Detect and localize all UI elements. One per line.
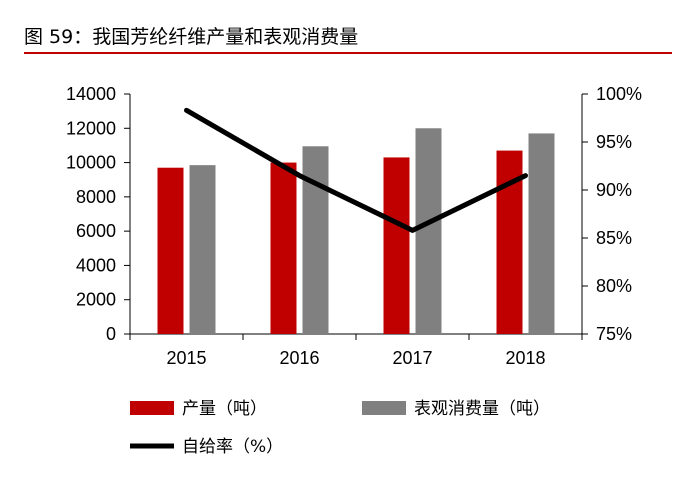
y-left-tick-label: 0: [106, 324, 116, 344]
x-tick-label: 2016: [279, 348, 319, 368]
bar-consumption: [302, 146, 329, 334]
bar-consumption: [528, 133, 555, 334]
chart-legend: 产量（吨） 表观消费量（吨） 自给率（%）: [130, 399, 550, 457]
y-right-tick-label: 75%: [596, 324, 632, 344]
y-right-tick-label: 85%: [596, 228, 632, 248]
y-left-tick-label: 8000: [76, 187, 116, 207]
bar-production: [270, 162, 297, 334]
y-left-tick-label: 12000: [66, 118, 116, 138]
y-right-tick-label: 80%: [596, 276, 632, 296]
y-left-tick-label: 14000: [66, 84, 116, 104]
bar-consumption: [415, 128, 442, 334]
chart-axes: 0 2000 4000 6000 8000 10000 12000 14000 75% 80% 85…: [66, 84, 642, 368]
legend-label: 自给率（%）: [182, 437, 283, 457]
legend-label: 产量（吨）: [182, 399, 267, 419]
y-left-tick-label: 6000: [76, 221, 116, 241]
legend-swatch: [130, 401, 174, 415]
y-left-tick-label: 2000: [76, 290, 116, 310]
y-right-tick-label: 95%: [596, 132, 632, 152]
y-right-tick-label: 90%: [596, 180, 632, 200]
bar-production: [157, 167, 184, 334]
bar-production: [383, 157, 410, 334]
line-group: [184, 107, 528, 233]
x-tick-label: 2015: [166, 348, 206, 368]
y-right-tick-label: 100%: [596, 84, 642, 104]
legend-label: 表观消费量（吨）: [414, 399, 550, 419]
chart-title: 图 59：我国芳纶纤维产量和表观消费量: [24, 26, 359, 48]
bar-group: [157, 128, 555, 334]
y-left-tick-label: 4000: [76, 255, 116, 275]
title-divider: [24, 52, 672, 54]
x-tick-label: 2017: [392, 348, 432, 368]
y-left-tick-label: 10000: [66, 153, 116, 173]
legend-swatch: [362, 401, 406, 415]
x-tick-label: 2018: [505, 348, 545, 368]
bar-consumption: [189, 165, 216, 334]
line-self-sufficiency: [184, 107, 528, 233]
